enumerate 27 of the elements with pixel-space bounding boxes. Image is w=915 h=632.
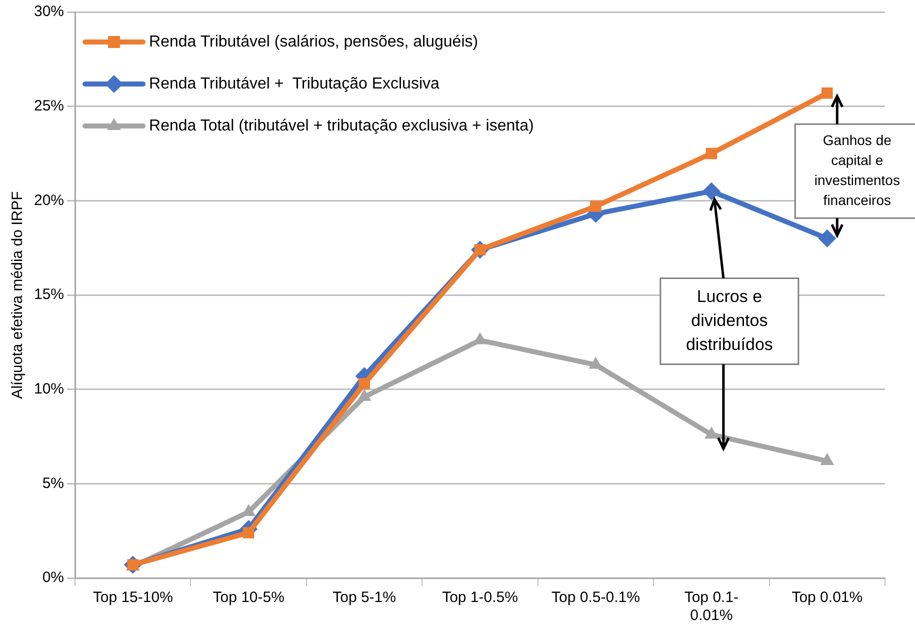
y-tick-label: 25% <box>34 97 64 114</box>
legend-label: Renda Tributável (salários, pensões, aluguéis) <box>149 33 478 50</box>
point <box>702 182 720 200</box>
x-tick-label: Top 0.1-0.01% <box>684 589 739 624</box>
annotation: Ganhos de capital e investimentos financeiros <box>814 132 900 208</box>
y-tick-label: 10% <box>34 380 64 398</box>
x-tick-label: Top 1-0.5% <box>442 589 518 606</box>
y-tick-label: 15% <box>34 286 64 304</box>
x-tick-label: Top 10-5% <box>212 589 284 606</box>
y-tick-label: 20% <box>34 192 64 209</box>
legend-label: Renda Total (tributável + tributação exclusiva + isenta) <box>149 117 534 134</box>
point <box>821 87 833 99</box>
y-tick-label: 0% <box>42 569 64 586</box>
point <box>590 200 602 212</box>
x-tick-label: Top 0.01% <box>792 589 863 606</box>
x-tick-label: Top 0.5-0.1% <box>552 589 640 606</box>
y-tick-label: 30% <box>34 3 64 20</box>
point <box>242 527 254 538</box>
y-tick-label: 5% <box>42 474 64 492</box>
x-tick-label: Top 15-10% <box>92 589 173 606</box>
point <box>706 148 718 160</box>
legend-label: Renda Tributável + Tributação Exclusiva <box>149 75 440 92</box>
x-tick-label: Top 5-1% <box>332 589 396 606</box>
point <box>818 229 836 248</box>
point <box>358 378 370 390</box>
y-axis-title: Alíquota efetiva média do IRPF <box>9 191 26 399</box>
annotation: Lucros e dividentos distribuídos <box>686 286 773 354</box>
